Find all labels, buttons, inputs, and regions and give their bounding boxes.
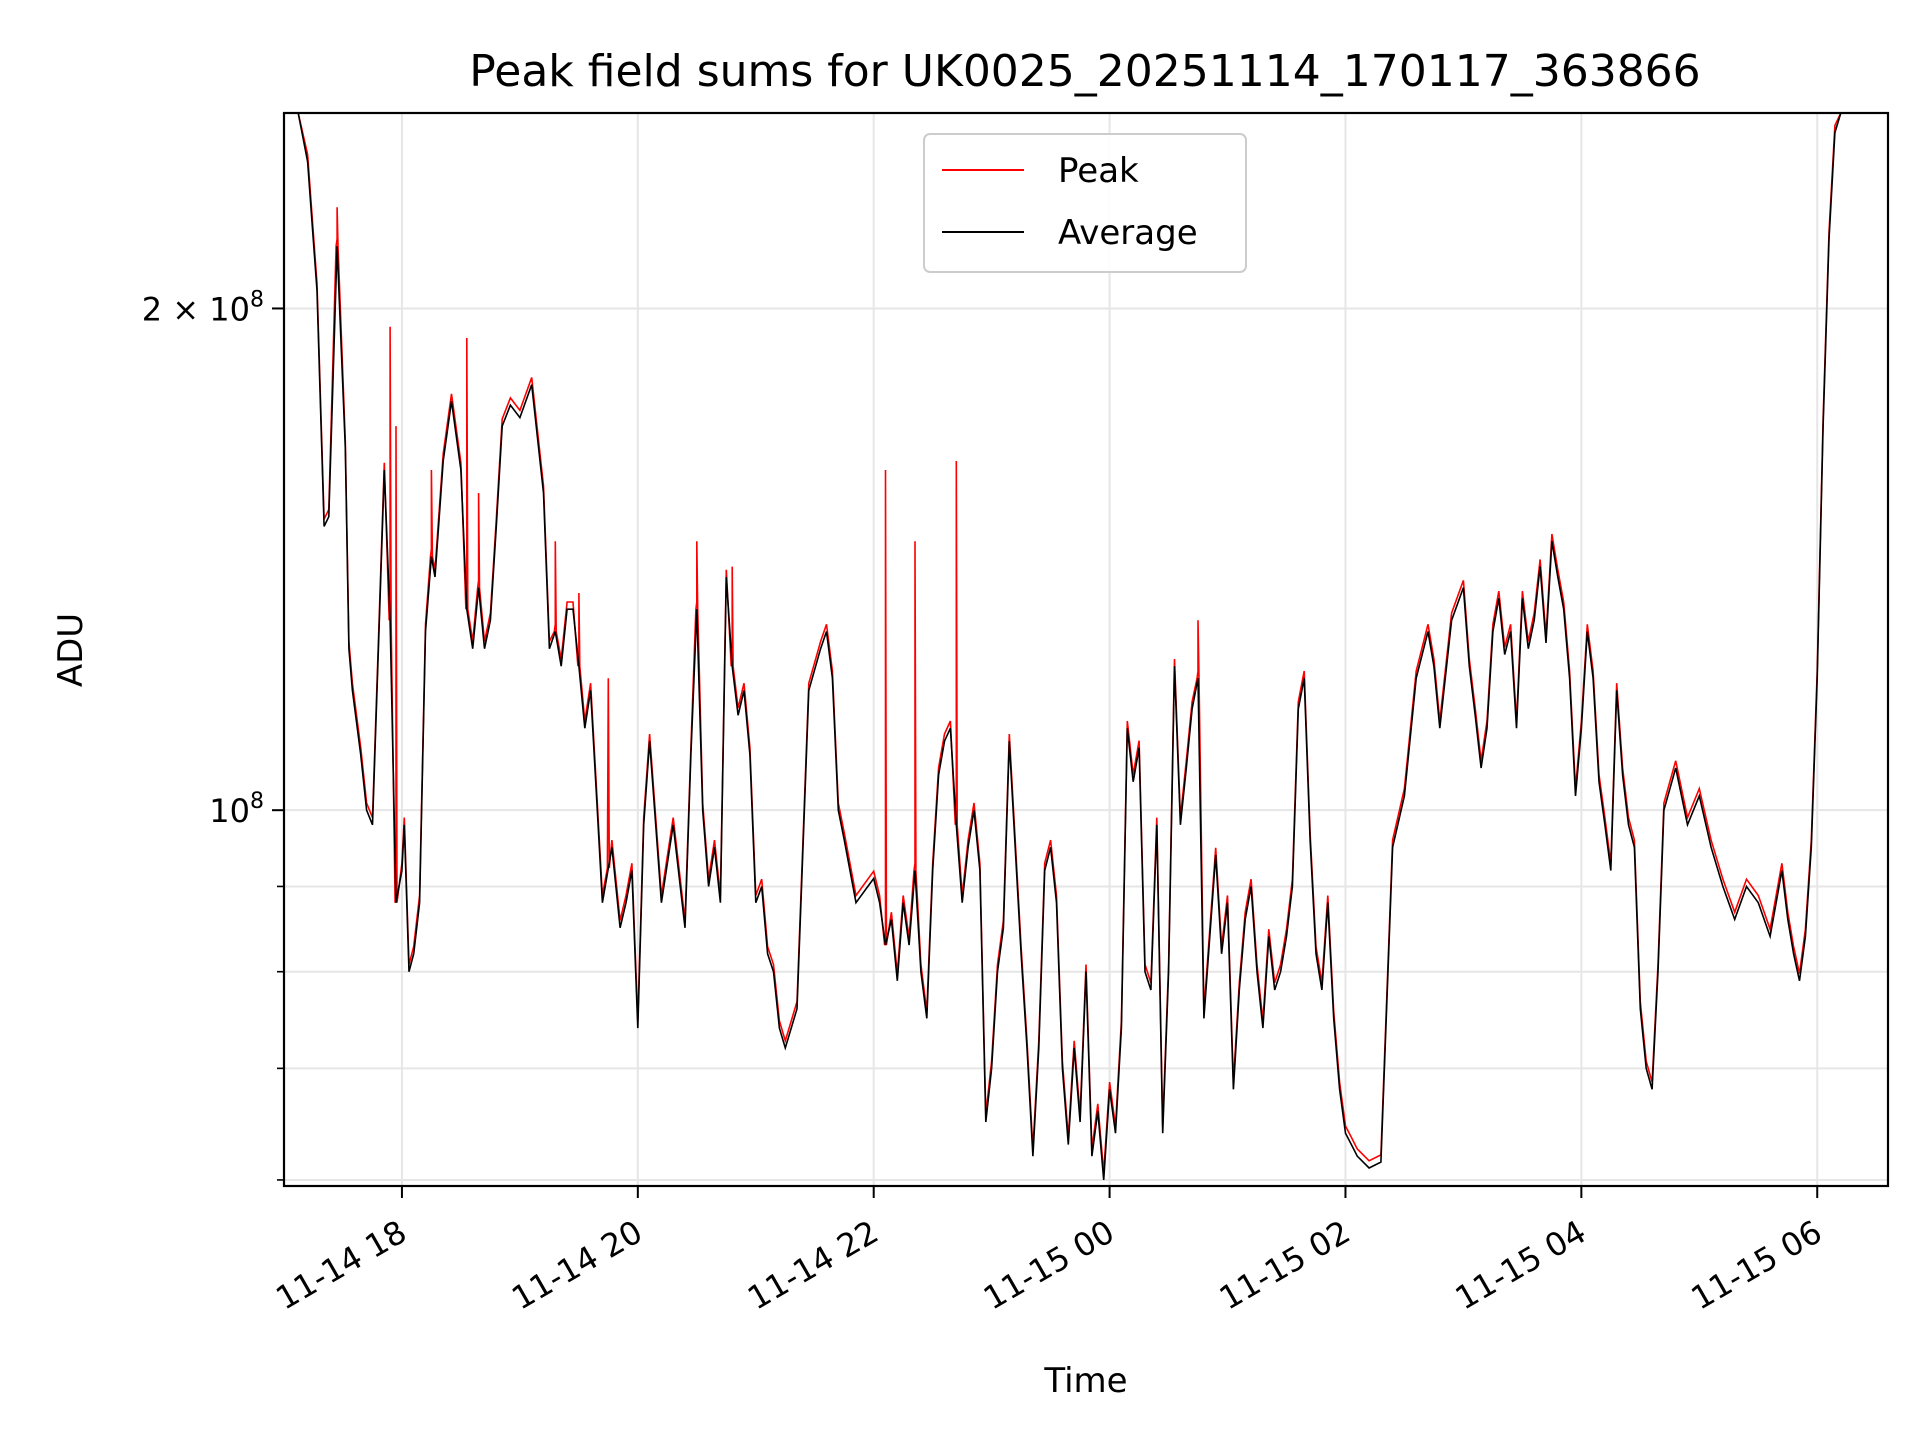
y-axis-label: ADU [51, 613, 91, 687]
legend: Peak Average [923, 133, 1247, 273]
axes-frame [282, 111, 1890, 1188]
x-axis-label: Time [1043, 1361, 1127, 1401]
legend-box [923, 133, 1247, 273]
grid [284, 113, 1888, 1186]
legend-label-peak: Peak [1058, 151, 1139, 191]
series-line-average [284, 113, 1847, 1180]
y-tick-label: 2 × 108 [142, 287, 264, 328]
chart-title: Peak field sums for UK0025_20251114_1701… [469, 46, 1700, 97]
plot-area [284, 113, 1847, 1180]
y-tick-label: 108 [209, 789, 264, 830]
legend-label-average: Average [1058, 213, 1198, 253]
